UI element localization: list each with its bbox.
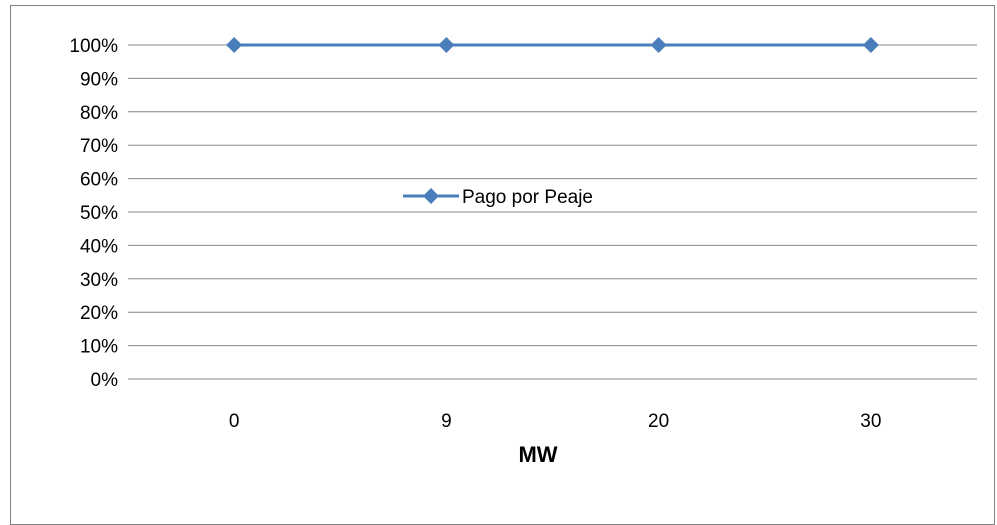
y-tick-label: 60% bbox=[80, 170, 118, 191]
x-tick-label: 0 bbox=[229, 411, 240, 432]
chart-frame bbox=[10, 5, 995, 525]
x-tick-label: 20 bbox=[648, 411, 669, 432]
y-tick-label: 0% bbox=[91, 370, 119, 391]
legend-marker-diamond-icon bbox=[423, 188, 439, 204]
y-tick-label: 100% bbox=[69, 36, 118, 57]
y-tick-label: 80% bbox=[80, 103, 118, 124]
y-tick-label: 40% bbox=[80, 236, 118, 257]
legend: Pago por Peaje bbox=[403, 187, 593, 208]
y-tick-label: 20% bbox=[80, 303, 118, 324]
x-axis-title: MW bbox=[518, 442, 557, 467]
x-axis-tick-labels: 0 9 20 30 bbox=[229, 411, 882, 432]
y-tick-label: 30% bbox=[80, 270, 118, 291]
y-tick-label: 90% bbox=[80, 69, 118, 90]
legend-label: Pago por Peaje bbox=[462, 187, 593, 208]
data-point-diamond bbox=[438, 37, 455, 53]
x-tick-label: 30 bbox=[860, 411, 881, 432]
data-point-diamond bbox=[650, 37, 667, 53]
y-tick-label: 70% bbox=[80, 136, 118, 157]
y-tick-label: 50% bbox=[80, 203, 118, 224]
gridlines bbox=[128, 44, 977, 380]
series-layer bbox=[226, 37, 879, 53]
y-axis-tick-labels: 0% 10% 20% 30% 40% 50% 60% 70% 80% 90% 100% bbox=[69, 36, 118, 391]
line-chart: 0% 10% 20% 30% 40% 50% 60% 70% 80% 90% 100% 0 9 20 30… bbox=[69, 36, 977, 467]
data-point-diamond bbox=[862, 37, 879, 53]
x-tick-label: 9 bbox=[441, 411, 452, 432]
y-tick-label: 10% bbox=[80, 337, 118, 358]
data-point-diamond bbox=[226, 37, 243, 53]
